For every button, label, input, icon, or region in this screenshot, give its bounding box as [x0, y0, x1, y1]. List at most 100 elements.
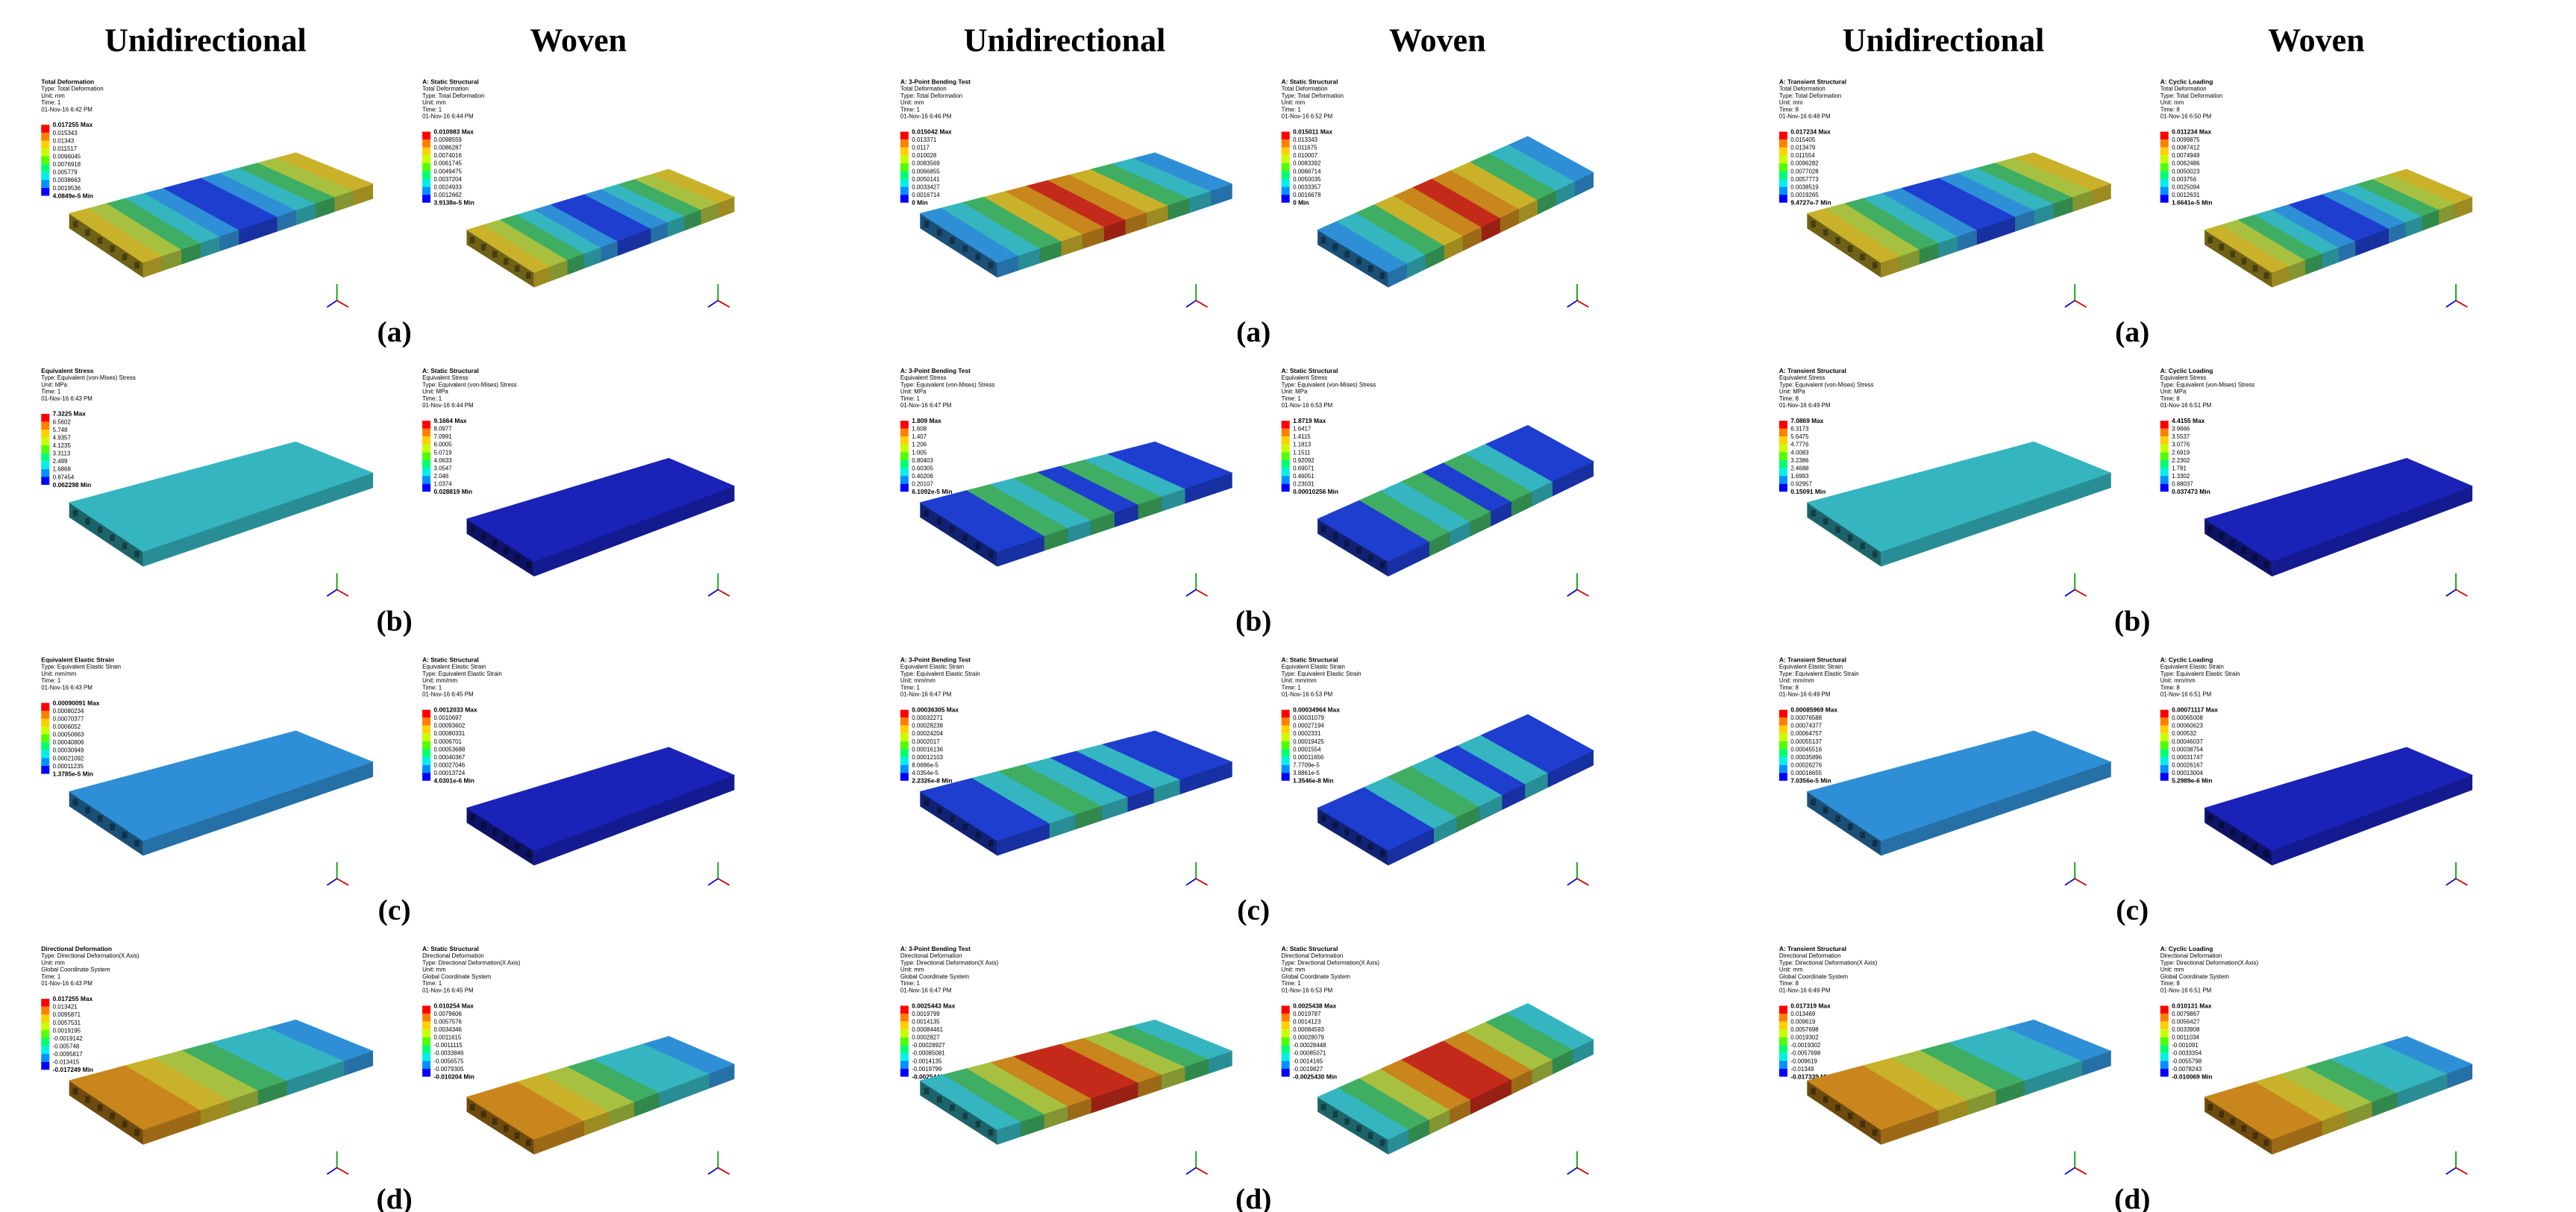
fiber-end	[1344, 540, 1350, 547]
panel-header-line: Time: 1	[900, 106, 921, 113]
fiber-end	[1835, 1105, 1840, 1111]
legend-label: 8.0977	[434, 426, 452, 433]
legend-swatch	[1779, 171, 1787, 179]
legend-swatch	[900, 733, 909, 741]
panel-header-line: Equivalent Stress	[41, 367, 94, 374]
fiber-end	[98, 527, 103, 533]
legend-swatch	[41, 453, 49, 462]
triad-axis	[2075, 301, 2086, 307]
legend-label: 0.0010697	[434, 715, 462, 721]
legend-swatch	[422, 163, 430, 172]
panel-header-line: A: 3-Point Bending Test	[900, 945, 971, 952]
fiber-end	[73, 1088, 78, 1095]
legend-swatch	[41, 180, 49, 188]
triad-axis	[1186, 879, 1196, 885]
panel-header-line: 01-Nov-16 6:44 PM	[422, 402, 474, 409]
legend-label: 0.00027194	[1293, 723, 1324, 729]
fiber-end	[988, 1129, 994, 1136]
legend-label: 0.0019787	[1293, 1011, 1320, 1017]
legend-swatch	[2160, 733, 2169, 741]
legend-label: 7.0356e-5 Min	[1790, 777, 1831, 785]
fiber-end	[1321, 526, 1326, 533]
legend-label: 1.6417	[1293, 426, 1311, 433]
panel-header-line: Directional Deformation	[900, 952, 962, 959]
legend-swatch	[422, 757, 430, 765]
fiber-end	[962, 823, 968, 830]
legend-label: 0.00036305 Max	[912, 706, 959, 714]
fiber-end	[110, 245, 115, 252]
fiber-end	[2264, 850, 2269, 857]
legend-label: 4.7776	[1790, 442, 1809, 448]
legend-swatch	[422, 1029, 430, 1037]
legend-swatch	[1779, 718, 1787, 726]
panel-header-line: Type: Total Deformation	[2160, 92, 2222, 99]
legend-label: 6.5602	[53, 418, 71, 425]
legend-swatch	[422, 1037, 430, 1046]
legend-swatch	[1282, 148, 1290, 156]
fiber-end	[2230, 1118, 2235, 1125]
panel-header-line: Type: Directional Deformation(X Axis)	[1282, 959, 1380, 966]
legend-swatch	[422, 741, 430, 750]
legend-label: 0.0066714	[1293, 168, 1321, 175]
legend-swatch	[2160, 1005, 2169, 1014]
legend-swatch	[1779, 195, 1787, 203]
legend-label: 5.748	[53, 427, 68, 433]
legend-label: 0.0012662	[434, 192, 462, 198]
fiber-end	[481, 533, 486, 540]
panel-header-line: Directional Deformation	[41, 945, 112, 952]
panel-header-line: Unit: mm	[422, 99, 446, 106]
panel-header-line: A: Static Structural	[422, 945, 479, 952]
legend-label: -0.009619	[1790, 1058, 1817, 1064]
fiber-end	[110, 823, 115, 830]
legend-label: 0.0016714	[912, 192, 940, 198]
legend-swatch	[422, 187, 430, 195]
legend-label: 4.0849e-5 Min	[53, 192, 93, 199]
legend-label: 0.003756	[2172, 176, 2197, 183]
legend-swatch	[1779, 187, 1787, 195]
legend-swatch	[422, 1053, 430, 1061]
legend-label: 0.013343	[1293, 136, 1318, 143]
panel-header-line: A: Transient Structural	[1779, 656, 1846, 663]
fiber-end	[937, 807, 942, 814]
legend-swatch	[900, 750, 909, 758]
panel-header-line: A: 3-Point Bending Test	[900, 78, 971, 85]
legend-swatch	[900, 429, 909, 437]
legend-swatch	[900, 171, 909, 179]
legend-label: 0.0050035	[1293, 176, 1321, 183]
fiber-end	[1321, 815, 1326, 822]
legend-swatch	[2160, 139, 2169, 148]
legend-swatch	[2160, 741, 2169, 750]
panel-header-line: Total Deformation	[2160, 86, 2207, 92]
panel-header-line: Type: Equivalent Elastic Strain	[41, 664, 121, 671]
panel-header-line: 01-Nov-16 6:46 PM	[900, 113, 952, 120]
legend-swatch	[2160, 195, 2169, 203]
legend-swatch	[422, 468, 430, 477]
legend-swatch	[1779, 468, 1787, 477]
fiber-end	[924, 799, 930, 806]
legend-swatch	[1779, 1022, 1787, 1030]
legend-label: -0.01349	[1790, 1066, 1814, 1073]
legend-label: 0 Min	[912, 199, 927, 207]
legend-label: 0.0033427	[912, 183, 939, 190]
legend-swatch	[2160, 1045, 2169, 1053]
legend-swatch	[2160, 468, 2169, 477]
legend-swatch	[1282, 726, 1290, 734]
legend-swatch	[900, 1053, 909, 1061]
triad-axis	[1577, 301, 1588, 307]
legend-swatch	[1282, 429, 1290, 437]
legend-swatch	[900, 139, 909, 148]
page: {"groups": [ {"headers": ["Unidirectiona…	[0, 0, 2576, 1212]
triad-axis	[327, 301, 336, 307]
fiber-end	[1344, 1118, 1350, 1125]
legend-swatch	[1779, 1037, 1787, 1046]
legend-label: 0.0016678	[1293, 192, 1321, 198]
legend-label: 0.011675	[1293, 145, 1317, 151]
panel-header-line: Type: Equivalent (von-Mises) Stress	[900, 381, 995, 388]
legend-label: 0.00050663	[53, 732, 84, 738]
legend-swatch	[900, 1029, 909, 1037]
fiber-end	[1860, 832, 1865, 838]
legend-label: 0.00040367	[434, 754, 466, 761]
fiber-end	[2264, 562, 2269, 568]
legend-label: -0.0095817	[53, 1051, 83, 1058]
panel-header-line: 01-Nov-16 6:51 PM	[2160, 402, 2212, 409]
